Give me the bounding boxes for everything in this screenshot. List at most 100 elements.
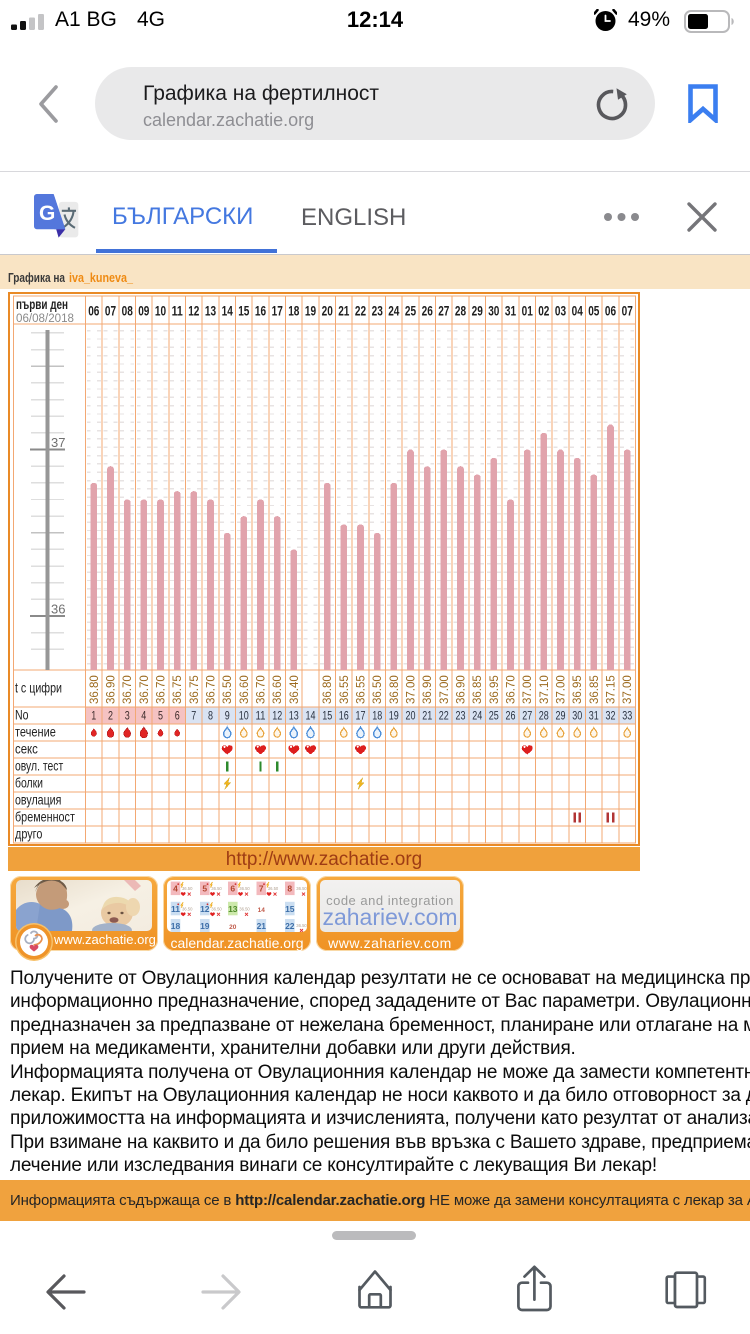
svg-text:8: 8 — [287, 884, 292, 894]
svg-text:20: 20 — [229, 924, 237, 931]
svg-text:22: 22 — [355, 303, 366, 319]
svg-text:iva_kuneva_: iva_kuneva_ — [69, 270, 134, 285]
svg-text:овулация: овулация — [15, 792, 61, 808]
svg-text:36.95: 36.95 — [489, 675, 501, 704]
svg-text:26: 26 — [422, 303, 433, 319]
svg-text:t с цифри: t с цифри — [15, 680, 62, 696]
svg-text:8: 8 — [208, 711, 213, 723]
svg-text:36.95: 36.95 — [572, 675, 584, 704]
svg-text:36.50: 36.50 — [372, 675, 384, 704]
svg-text:No: No — [15, 707, 29, 723]
svg-text:друго: друго — [15, 826, 43, 842]
svg-text:36.50: 36.50 — [296, 923, 307, 928]
svg-text:10: 10 — [155, 303, 166, 319]
svg-text:36.80: 36.80 — [89, 675, 101, 704]
svg-text:14: 14 — [306, 711, 316, 723]
svg-text:36.50: 36.50 — [268, 886, 279, 891]
svg-text:25: 25 — [489, 711, 499, 723]
svg-text:27: 27 — [522, 711, 532, 723]
svg-text:36.50: 36.50 — [239, 886, 250, 891]
svg-text:09: 09 — [138, 303, 149, 319]
svg-text:36.70: 36.70 — [506, 675, 518, 704]
svg-text:37.00: 37.00 — [439, 675, 451, 704]
svg-text:36.50: 36.50 — [211, 906, 222, 911]
svg-text:7: 7 — [191, 711, 196, 723]
svg-text:6: 6 — [230, 884, 235, 894]
svg-text:секс: секс — [15, 741, 38, 757]
svg-text:12: 12 — [272, 711, 282, 723]
svg-text:първи ден: първи ден — [16, 296, 68, 312]
svg-text:11: 11 — [172, 303, 183, 319]
svg-text:21: 21 — [422, 711, 432, 723]
svg-text:31: 31 — [505, 303, 516, 319]
svg-text:бременност: бременност — [15, 809, 75, 825]
svg-text:G: G — [39, 202, 55, 225]
svg-text:5: 5 — [202, 884, 207, 894]
svg-text:36.75: 36.75 — [189, 675, 201, 704]
svg-text:37.10: 37.10 — [539, 675, 551, 704]
svg-text:30: 30 — [572, 711, 582, 723]
svg-text:24: 24 — [388, 303, 399, 319]
svg-text:36.50: 36.50 — [182, 906, 193, 911]
svg-text:20: 20 — [322, 303, 333, 319]
svg-text:30: 30 — [488, 303, 499, 319]
svg-text:15: 15 — [285, 904, 295, 914]
svg-text:болки: болки — [15, 775, 43, 791]
svg-text:08: 08 — [122, 303, 133, 319]
svg-text:28: 28 — [539, 711, 549, 723]
svg-text:36.55: 36.55 — [356, 675, 368, 704]
svg-text:36.50: 36.50 — [296, 886, 307, 891]
svg-text:06: 06 — [88, 303, 99, 319]
svg-text:36.85: 36.85 — [589, 675, 601, 704]
svg-text:23: 23 — [456, 711, 466, 723]
svg-text:19: 19 — [200, 921, 210, 931]
svg-text:15: 15 — [238, 303, 249, 319]
svg-text:01: 01 — [522, 303, 533, 319]
svg-text:9: 9 — [225, 711, 230, 723]
svg-text:7: 7 — [259, 884, 264, 894]
svg-text:36.85: 36.85 — [472, 675, 484, 704]
svg-text:течение: течение — [15, 724, 56, 740]
svg-text:36.50: 36.50 — [182, 886, 193, 891]
svg-text:11: 11 — [256, 711, 266, 723]
svg-text:12: 12 — [188, 303, 199, 319]
svg-text:37.00: 37.00 — [556, 675, 568, 704]
svg-text:5: 5 — [158, 711, 163, 723]
svg-text:13: 13 — [289, 711, 299, 723]
svg-text:2: 2 — [108, 711, 113, 723]
svg-text:37.00: 37.00 — [522, 675, 534, 704]
svg-text:36.70: 36.70 — [122, 675, 134, 704]
svg-text:Графика на: Графика на — [8, 270, 66, 285]
svg-text:17: 17 — [356, 711, 366, 723]
svg-text:16: 16 — [255, 303, 266, 319]
svg-text:37: 37 — [51, 435, 65, 450]
svg-text:21: 21 — [257, 921, 267, 931]
svg-text:36.70: 36.70 — [139, 675, 151, 704]
svg-text:23: 23 — [372, 303, 383, 319]
svg-text:36.90: 36.90 — [106, 675, 118, 704]
svg-text:33: 33 — [622, 711, 632, 723]
svg-text:36.75: 36.75 — [172, 675, 184, 704]
svg-text:18: 18 — [288, 303, 299, 319]
svg-text:36.60: 36.60 — [272, 675, 284, 704]
svg-text:13: 13 — [228, 904, 238, 914]
svg-text:36.40: 36.40 — [289, 675, 301, 704]
svg-text:37.00: 37.00 — [622, 675, 634, 704]
svg-text:37.15: 37.15 — [606, 675, 618, 704]
svg-text:19: 19 — [305, 303, 316, 319]
svg-text:02: 02 — [538, 303, 549, 319]
svg-text:31: 31 — [589, 711, 599, 723]
svg-text:10: 10 — [239, 711, 249, 723]
svg-text:17: 17 — [272, 303, 283, 319]
svg-text:20: 20 — [406, 711, 416, 723]
svg-text:21: 21 — [338, 303, 349, 319]
svg-text:06: 06 — [605, 303, 616, 319]
svg-text:06/08/2018: 06/08/2018 — [16, 313, 74, 325]
svg-text:6: 6 — [175, 711, 180, 723]
svg-text:36.60: 36.60 — [239, 675, 251, 704]
svg-text:25: 25 — [405, 303, 416, 319]
svg-text:04: 04 — [572, 303, 583, 319]
svg-text:27: 27 — [438, 303, 449, 319]
svg-text:36.90: 36.90 — [422, 675, 434, 704]
svg-text:29: 29 — [472, 303, 483, 319]
